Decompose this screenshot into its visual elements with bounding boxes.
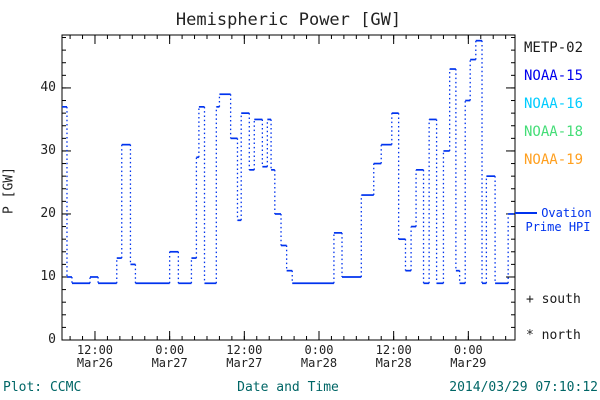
legend-item-metp02: METP-02 [524,40,584,56]
legend-item-noaa15: NOAA-15 [524,68,584,84]
x-tick-label: 12:00 Mar26 [76,343,114,370]
x-tick-label: 0:00 Mar28 [300,343,338,370]
x-tick-label: 0:00 Mar27 [151,343,188,370]
ovation-label-line1: Ovation [541,206,592,220]
plot-credit: Plot: CCMC [3,380,82,395]
y-tick-label: 40 [40,79,56,95]
x-tick-label: 12:00 Mar28 [375,343,412,370]
south-marker-note: + south [526,292,581,307]
x-tick-label: 12:00 Mar27 [226,343,263,370]
legend-item-noaa19: NOAA-19 [524,152,584,168]
y-tick-label: 30 [40,142,56,158]
chart-title: Hemispheric Power [GW] [175,10,402,30]
x-tick-label: 0:00 Mar29 [450,343,487,370]
plot-timestamp: 2014/03/29 07:10:12 [449,380,598,395]
y-tick-label: 20 [40,205,56,221]
ovation-dashed-line-icon [524,212,538,214]
y-tick-label: 0 [48,332,56,347]
legend-ovation-prime-hpi: Ovation Prime HPI [516,206,600,234]
x-axis-title: Date and Time [237,380,339,395]
legend-item-noaa16: NOAA-16 [524,96,584,112]
y-tick-label: 10 [40,268,56,284]
plot-frame [61,34,516,341]
north-marker-note: * north [526,328,581,343]
legend-item-noaa18: NOAA-18 [524,124,584,140]
ovation-label-line2: Prime HPI [525,220,591,234]
